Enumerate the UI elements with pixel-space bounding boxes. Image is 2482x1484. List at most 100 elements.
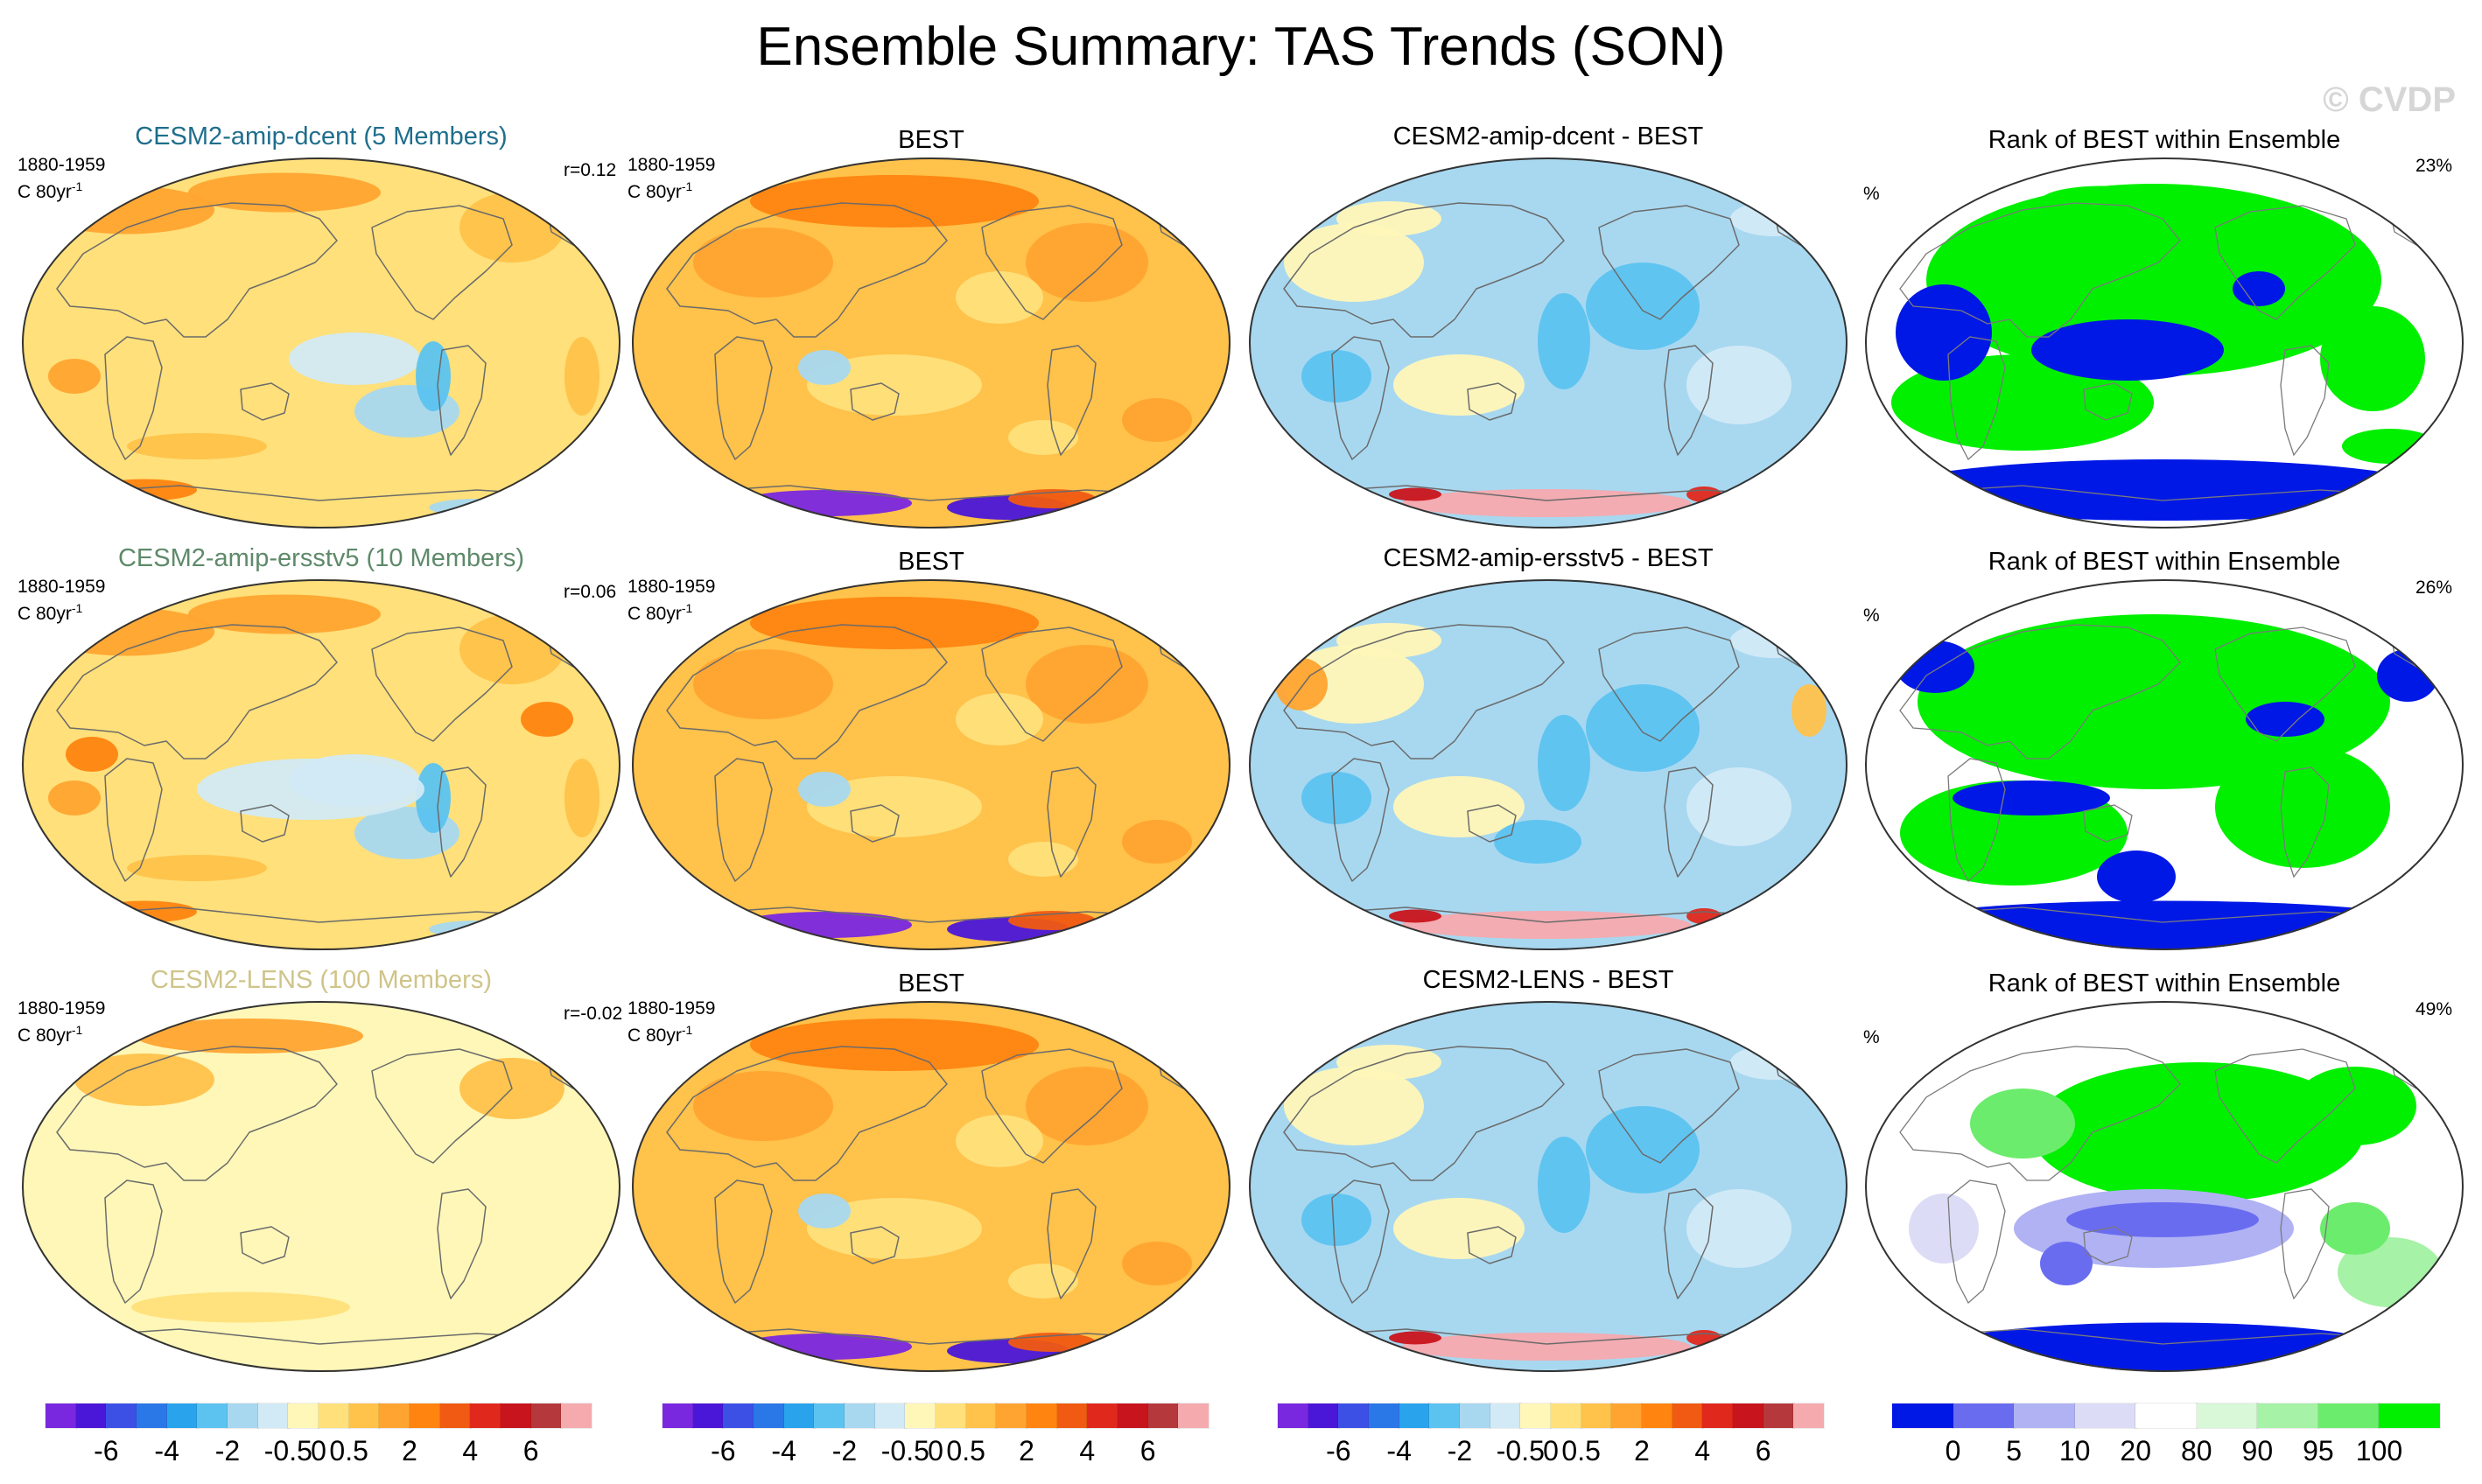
rank-colorbar-swatch	[1952, 1403, 2016, 1429]
panel-title-diff-row2: CESM2-amip-ersstv5 - BEST	[1383, 544, 1714, 572]
colorbar-swatch	[1398, 1403, 1431, 1429]
rank-percent-label: 49%	[2415, 999, 2453, 1019]
panel-title-ens-row1: CESM2-amip-dcent (5 Members)	[135, 122, 508, 150]
colorbar-tick-label: -2	[214, 1435, 241, 1466]
colorbar-swatch	[287, 1403, 320, 1429]
colorbar-swatch	[843, 1403, 877, 1429]
period-label: 1880-1959 C 80yr-1	[18, 155, 106, 202]
percent-unit-label: %	[1863, 1027, 1880, 1047]
colorbar-tick-label: 4	[462, 1435, 479, 1466]
colorbar-swatch	[904, 1403, 937, 1429]
map-obs-row3	[632, 1001, 1230, 1372]
colorbar-tick-label: 2	[1634, 1435, 1650, 1466]
period-label: 1880-1959 C 80yr-1	[628, 998, 716, 1046]
colorbar-tick-label: -0.5	[263, 1435, 312, 1466]
correlation-label: r=0.12	[564, 160, 617, 180]
panel-title-obs-row3: BEST	[898, 970, 964, 998]
colorbar-swatch	[347, 1403, 381, 1429]
percent-unit-label: %	[1863, 606, 1880, 626]
colorbar-tick-label: -4	[771, 1435, 796, 1466]
colorbar-tick-label: 6	[1755, 1435, 1771, 1466]
colorbar-tick-label: -4	[1386, 1435, 1412, 1466]
colorbar-swatch	[74, 1403, 108, 1429]
colorbar-swatch	[499, 1403, 533, 1429]
map-ens-row2	[22, 579, 620, 950]
colorbar-swatch	[964, 1403, 998, 1429]
colorbar-tick-label: -0.5	[1496, 1435, 1545, 1466]
colorbar-swatch	[378, 1403, 411, 1429]
panel-title-obs-row1: BEST	[898, 126, 964, 154]
colorbar-tick-label: 0.5	[329, 1435, 368, 1466]
colorbar-swatch	[560, 1403, 593, 1429]
colorbar-swatch	[1177, 1403, 1210, 1429]
colorbar-swatch	[105, 1403, 138, 1429]
map-diff-row2	[1249, 579, 1847, 950]
correlation-label: r=0.06	[564, 582, 617, 602]
colorbar-swatch	[529, 1403, 563, 1429]
rank-colorbar-swatch	[2256, 1403, 2320, 1429]
colorbar-swatch	[1116, 1403, 1150, 1429]
rank-colorbar-tick-label: 5	[2006, 1435, 2023, 1466]
panel-title-rank-row2: Rank of BEST within Ensemble	[1988, 548, 2341, 576]
map-rank-row2	[1865, 579, 2464, 950]
period-label: 1880-1959 C 80yr-1	[18, 998, 106, 1046]
colorbar-tick-label: -6	[711, 1435, 736, 1466]
colorbar-swatch	[1701, 1403, 1735, 1429]
rank-colorbar-swatch	[2195, 1403, 2259, 1429]
panel-title-diff-row1: CESM2-amip-dcent - BEST	[1392, 122, 1704, 150]
rank-colorbar-swatch	[1890, 1403, 1955, 1429]
map-diff-row1	[1249, 158, 1847, 528]
rank-colorbar-swatch	[2378, 1403, 2442, 1429]
colorbar-swatch	[1671, 1403, 1704, 1429]
colorbar-tick-label: -6	[94, 1435, 119, 1466]
colorbar-swatch	[317, 1403, 351, 1429]
colorbar-swatch	[44, 1403, 78, 1429]
colorbar-tick-label: 2	[1019, 1435, 1034, 1466]
map-obs-row1	[632, 158, 1230, 528]
correlation-label: r=-0.02	[564, 1004, 623, 1024]
rank-percent-label: 26%	[2415, 578, 2453, 598]
colorbar-swatch	[165, 1403, 199, 1429]
colorbar-swatch	[1307, 1403, 1340, 1429]
colorbar-swatch	[1489, 1403, 1522, 1429]
rank-colorbar-tick-label: 20	[2120, 1435, 2152, 1466]
colorbar-swatch	[256, 1403, 290, 1429]
rank-colorbar-swatch	[2073, 1403, 2137, 1429]
colorbar-swatch	[995, 1403, 1028, 1429]
colorbar-tick-label: 4	[1694, 1435, 1711, 1466]
colorbar-swatch	[1549, 1403, 1583, 1429]
colorbar-tick-label: 0	[311, 1435, 326, 1466]
colorbar-tick-label: -2	[831, 1435, 858, 1466]
colorbar-swatch	[438, 1403, 472, 1429]
colorbar-swatch	[813, 1403, 846, 1429]
colorbar-tick-label: 0.5	[1561, 1435, 1601, 1466]
rank-colorbar-tick-label: 95	[2303, 1435, 2334, 1466]
map-rank-row3	[1865, 1001, 2464, 1372]
colorbar-swatch	[1762, 1403, 1795, 1429]
colorbar-swatch	[661, 1403, 695, 1429]
map-ens-row1	[22, 158, 620, 528]
colorbar-tick-label: 2	[402, 1435, 417, 1466]
colorbar-swatch	[226, 1403, 260, 1429]
colorbar-tick-label: 4	[1079, 1435, 1096, 1466]
colorbar-swatch	[722, 1403, 755, 1429]
colorbar-swatch	[1731, 1403, 1765, 1429]
colorbar-swatch	[1610, 1403, 1644, 1429]
colorbar-swatch	[934, 1403, 968, 1429]
panel-title-diff-row3: CESM2-LENS - BEST	[1422, 966, 1674, 994]
rank-colorbar-swatch	[2135, 1403, 2198, 1429]
rank-colorbar-tick-label: 0	[1945, 1435, 1961, 1466]
rank-colorbar-tick-label: 80	[2180, 1435, 2212, 1466]
colorbar-tick-label: 0	[1543, 1435, 1559, 1466]
colorbar-tick-label: -6	[1326, 1435, 1351, 1466]
colorbar-tick-label: 0.5	[946, 1435, 985, 1466]
percent-unit-label: %	[1863, 184, 1880, 204]
colorbar-swatch	[1458, 1403, 1492, 1429]
colorbar-swatch	[135, 1403, 169, 1429]
colorbar-tick-label: 6	[1139, 1435, 1156, 1466]
panel-title-ens-row2: CESM2-amip-ersstv5 (10 Members)	[117, 544, 525, 572]
colorbar-swatch	[196, 1403, 229, 1429]
colorbar-swatch	[1792, 1403, 1826, 1429]
period-label: 1880-1959 C 80yr-1	[628, 155, 716, 202]
colorbar-swatch	[873, 1403, 907, 1429]
